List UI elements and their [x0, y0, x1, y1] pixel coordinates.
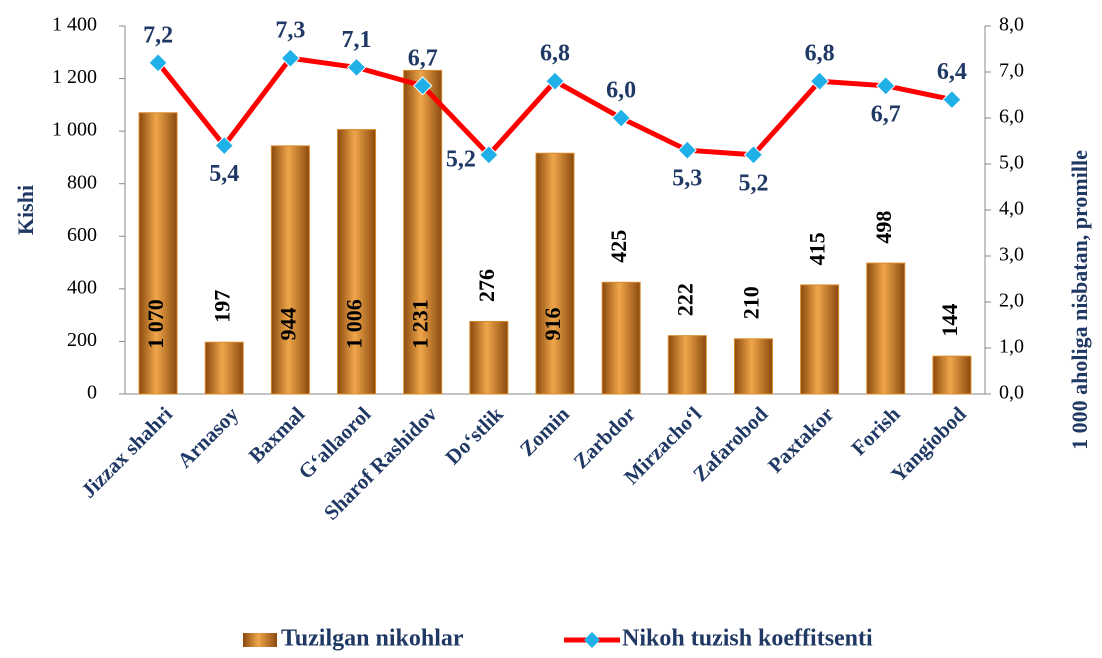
x-tick-label: Zomin — [515, 402, 574, 461]
bar — [601, 281, 641, 395]
line-label: 5,2 — [446, 146, 476, 172]
bar — [932, 355, 972, 395]
marker — [743, 145, 764, 165]
bar-label: 944 — [275, 308, 300, 341]
y2-tick-label: 2,0 — [999, 290, 1024, 312]
bar — [403, 69, 443, 395]
line-label: 7,1 — [342, 27, 372, 53]
y-tick-label: 1 000 — [52, 119, 97, 141]
line-label: 5,3 — [672, 166, 702, 192]
x-tick-label: Do‘stlik — [440, 402, 508, 470]
bar — [337, 129, 377, 395]
marker — [412, 76, 433, 96]
y-axis-label: Kishi — [13, 185, 38, 235]
y2-tick-label: 7,0 — [999, 60, 1024, 82]
bar-label: 415 — [805, 232, 830, 265]
marker — [545, 71, 565, 91]
marker — [479, 145, 499, 165]
line-label: 5,2 — [738, 170, 768, 196]
marker — [611, 108, 631, 128]
bar-label: 197 — [209, 290, 234, 323]
x-tick-label: Jizzax shahri — [76, 402, 177, 503]
legend-marker — [584, 632, 600, 648]
y2-tick-label: 5,0 — [999, 152, 1024, 174]
line-label: 6,8 — [540, 41, 570, 67]
bar-label: 1 006 — [342, 299, 367, 349]
line-label: 7,3 — [275, 18, 305, 44]
x-tick-label: Paxtakor — [763, 402, 839, 478]
bar — [138, 112, 178, 395]
bar — [469, 320, 509, 395]
y-tick-label: 1 200 — [52, 66, 97, 88]
line-label: 6,8 — [805, 41, 835, 67]
legend-swatch — [243, 633, 277, 647]
marker — [148, 53, 168, 73]
y-tick-label: 600 — [67, 224, 97, 246]
y2-tick-label: 0,0 — [999, 382, 1024, 404]
bar-label: 916 — [540, 308, 565, 341]
y2-tick-label: 6,0 — [999, 106, 1024, 128]
marker — [346, 57, 367, 78]
x-tick-label: Baxmal — [244, 402, 310, 468]
line-label: 6,0 — [606, 78, 636, 104]
y-tick-label: 800 — [67, 171, 97, 193]
bar-label: 498 — [871, 211, 896, 244]
bar — [866, 262, 906, 395]
marker — [809, 71, 830, 91]
bar-label: 210 — [739, 286, 764, 319]
bar-label: 276 — [474, 269, 499, 302]
marker — [942, 89, 962, 110]
line-label: 6,7 — [408, 45, 438, 71]
y-tick-label: 1 400 — [52, 14, 97, 36]
bar — [800, 284, 840, 395]
legend-label: Tuzilgan nikohlar — [281, 626, 464, 652]
y-tick-label: 400 — [67, 276, 97, 298]
bar — [270, 145, 310, 395]
marker — [677, 140, 698, 160]
bar-label: 144 — [937, 304, 962, 337]
x-tick-label: Arnasoy — [173, 402, 244, 473]
marker — [876, 76, 896, 96]
line-label: 6,4 — [937, 59, 967, 85]
y2-tick-label: 8,0 — [999, 14, 1024, 36]
bar-label: 1 231 — [408, 299, 433, 349]
marker — [280, 48, 301, 68]
y2-tick-label: 4,0 — [999, 198, 1024, 220]
bar — [733, 338, 773, 395]
x-tick-label: Sharof Rashidov — [319, 402, 442, 525]
x-tick-label: Forish — [846, 402, 904, 460]
bar-label: 222 — [672, 283, 697, 316]
bar — [204, 341, 244, 395]
y2-tick-label: 1,0 — [999, 336, 1024, 358]
bar — [535, 152, 575, 395]
line-label: 5,4 — [209, 161, 239, 187]
legend-label: Nikoh tuzish koeffitsenti — [622, 626, 873, 652]
y-tick-label: 200 — [67, 329, 97, 351]
marker — [214, 135, 234, 156]
bar — [667, 335, 707, 395]
line-label: 7,2 — [143, 22, 173, 48]
y2-tick-label: 3,0 — [999, 244, 1024, 266]
bar-label: 1 070 — [143, 299, 168, 349]
line-label: 6,7 — [871, 101, 901, 127]
y-tick-label: 0 — [87, 382, 97, 404]
y2-axis-label: 1 000 aholiga nisbatan, promille — [1067, 150, 1092, 450]
bar-label: 425 — [606, 230, 631, 263]
